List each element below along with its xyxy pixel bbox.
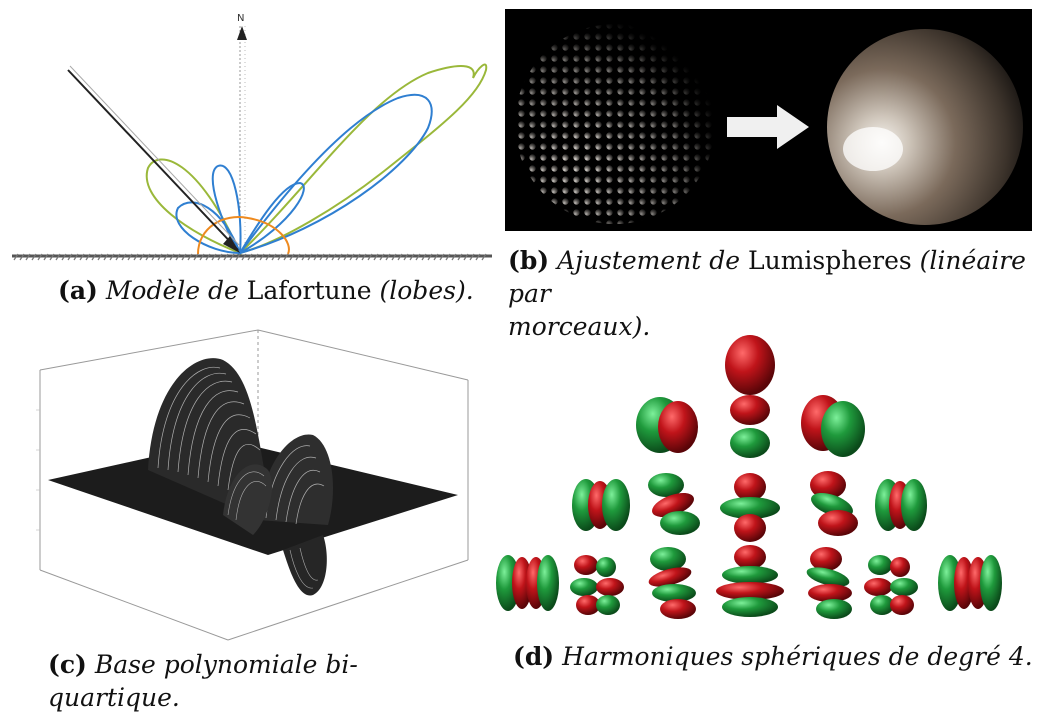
caption-b: (b) Ajustement de Lumispheres (linéaire … bbox=[508, 244, 1036, 343]
harmonic-l2-m0 bbox=[720, 473, 780, 542]
harmonic-l3-m-1 bbox=[648, 547, 696, 619]
smooth-sphere bbox=[827, 29, 1023, 225]
panel-b-lumispheres-figure bbox=[505, 9, 1032, 231]
harmonic-l2-m-1 bbox=[648, 473, 700, 535]
caption-a-tag: (a) bbox=[58, 276, 98, 305]
harmonic-l3-m2 bbox=[864, 555, 918, 615]
caption-b-tag: (b) bbox=[508, 246, 550, 275]
caption-d: (d) Harmoniques sphériques de degré 4. bbox=[513, 640, 1033, 673]
harmonic-l2-m1 bbox=[810, 471, 858, 536]
harmonic-l2-m2 bbox=[875, 479, 927, 531]
harmonic-l3-m3 bbox=[938, 555, 1002, 611]
caption-c: (c) Base polynomiale bi-quartique. bbox=[48, 648, 488, 714]
caption-c-part-1: Base polynomiale bi-quartique. bbox=[48, 650, 358, 712]
normal-axis-label: N bbox=[237, 13, 244, 24]
dotted-sphere bbox=[505, 9, 725, 231]
right-arrow-icon bbox=[727, 105, 809, 149]
caption-c-tag: (c) bbox=[48, 650, 87, 679]
panel-d-harmonics-figure bbox=[488, 325, 1028, 625]
caption-b-part-4: morceaux). bbox=[508, 312, 651, 341]
harmonic-l3-m-2 bbox=[570, 555, 624, 615]
panel-c-biquartic-figure bbox=[28, 320, 488, 642]
caption-d-tag: (d) bbox=[513, 642, 555, 671]
harmonic-l0 bbox=[725, 335, 775, 395]
harmonic-l3-m1 bbox=[806, 547, 852, 619]
harmonic-l1-m0 bbox=[730, 395, 770, 458]
harmonic-l3-m-3 bbox=[496, 555, 559, 611]
caption-a-part-3: (lobes). bbox=[371, 276, 474, 305]
caption-b-part-3: (linéaire par bbox=[508, 246, 1026, 308]
panel-a-lafortune-figure: N bbox=[8, 8, 492, 268]
caption-b-part-2: Lumispheres bbox=[748, 246, 912, 275]
harmonic-l1-m-1 bbox=[636, 397, 698, 453]
harmonic-l3-m0 bbox=[716, 545, 784, 617]
caption-d-part-1: Harmoniques sphériques de degré 4. bbox=[562, 642, 1033, 671]
caption-b-part-1: Ajustement de bbox=[557, 246, 749, 275]
caption-a: (a) Modèle de Lafortune (lobes). bbox=[58, 274, 488, 307]
harmonic-l2-m-2 bbox=[572, 479, 630, 531]
caption-a-part-2: Lafortune bbox=[246, 276, 372, 305]
caption-a-part-1: Modèle de bbox=[105, 276, 247, 305]
harmonic-l1-m1 bbox=[801, 395, 865, 457]
